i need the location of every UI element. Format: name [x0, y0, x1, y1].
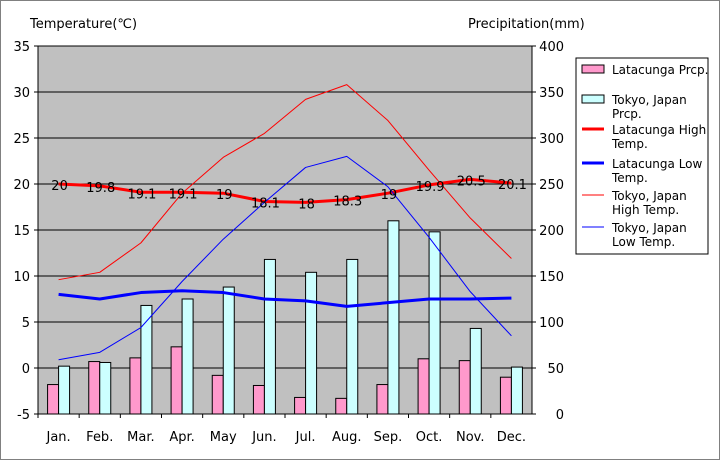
- data-label: 19.8: [86, 181, 115, 196]
- legend-item: Tokyo, Japan High Temp.: [582, 189, 687, 217]
- left-tick-label: 15: [13, 224, 30, 239]
- x-tick-label: Jun.: [251, 430, 276, 445]
- bar: [499, 376, 512, 415]
- bar: [417, 358, 430, 415]
- legend: Latacunga Prcp.Tokyo, Japan Prcp.Latacung…: [575, 57, 709, 255]
- bar: [346, 258, 359, 415]
- bar: [99, 361, 112, 415]
- left-tick-label: 30: [13, 86, 30, 101]
- series-line: [58, 289, 512, 308]
- bar: [211, 374, 224, 415]
- left-tick-label: 0: [22, 362, 30, 377]
- x-tick-label: Oct.: [416, 430, 443, 445]
- left-axis-title: Temperature(℃): [29, 17, 137, 32]
- data-label: 20.5: [457, 174, 486, 189]
- data-labels-layer: 20 19.8 19.1 19.1 19 18.1 18 18.3 19 19.9 20.5 20.1: [51, 174, 527, 212]
- right-tick-label: 50: [547, 362, 564, 377]
- right-tick-label: 100: [539, 316, 564, 331]
- right-tick-label: 400: [539, 40, 564, 55]
- bar: [376, 384, 389, 415]
- bar: [170, 346, 183, 415]
- legend-item: Tokyo, Japan Low Temp.: [582, 221, 687, 249]
- data-label: 18.3: [333, 195, 362, 210]
- legend-item: Latacunga High Temp.: [582, 123, 706, 151]
- bar: [294, 396, 307, 415]
- data-label: 19.9: [416, 180, 445, 195]
- x-tick-label: Jul.: [295, 430, 316, 445]
- x-tick-label: Mar.: [127, 430, 154, 445]
- axes-layer: -505101520253035050100150200250300350400…: [13, 40, 564, 445]
- bar: [252, 384, 265, 415]
- bar: [181, 298, 194, 415]
- legend-label: Latacunga Low Temp.: [611, 157, 703, 185]
- lines-layer: [58, 84, 512, 361]
- legend-label: Tokyo, Japan Low Temp.: [611, 221, 687, 249]
- x-tick-label: Feb.: [86, 430, 113, 445]
- legend-item: Tokyo, Japan Prcp.: [581, 93, 687, 121]
- legend-label: Latacunga Prcp.: [612, 63, 708, 77]
- data-label: 20: [51, 179, 68, 194]
- left-tick-label: 35: [13, 40, 30, 55]
- data-label: 18: [298, 197, 315, 212]
- right-tick-label: 350: [539, 86, 564, 101]
- data-label: 19: [381, 188, 398, 203]
- left-tick-label: 25: [13, 132, 30, 147]
- left-tick-label: 20: [13, 178, 30, 193]
- x-tick-label: Aug.: [332, 430, 362, 445]
- bar: [428, 231, 441, 415]
- left-tick-label: 5: [22, 316, 30, 331]
- right-tick-label: 300: [539, 132, 564, 147]
- series-line: [58, 84, 512, 281]
- series-line: [58, 177, 512, 204]
- bars-layer: [47, 220, 523, 415]
- x-tick-label: Sep.: [374, 430, 403, 445]
- data-label: 19.1: [127, 187, 156, 202]
- right-axis-title: Precipitation(mm): [468, 17, 585, 32]
- bar: [335, 397, 348, 415]
- x-tick-label: Jan.: [45, 430, 70, 445]
- right-tick-label: 150: [539, 270, 564, 285]
- bar: [263, 258, 276, 415]
- bar: [88, 361, 101, 415]
- legend-swatch: [581, 64, 605, 74]
- series-line: [58, 155, 512, 361]
- data-label: 19: [216, 188, 233, 203]
- bar: [458, 360, 471, 415]
- bar: [129, 357, 142, 415]
- bar: [58, 365, 71, 415]
- x-tick-label: Dec.: [497, 430, 526, 445]
- bar: [387, 220, 400, 415]
- legend-item: Latacunga Prcp.: [581, 63, 708, 77]
- bar: [140, 304, 153, 415]
- legend-label: Latacunga High Temp.: [611, 123, 706, 151]
- x-tick-label: Apr.: [169, 430, 194, 445]
- legend-label: Tokyo, Japan High Temp.: [611, 189, 687, 217]
- legend-label: Tokyo, Japan Prcp.: [611, 93, 687, 121]
- right-tick-label: 0: [556, 408, 564, 423]
- data-label: 18.1: [251, 196, 280, 211]
- bar: [305, 271, 318, 415]
- x-tick-label: Nov.: [456, 430, 485, 445]
- bar: [469, 327, 482, 415]
- legend-item: Latacunga Low Temp.: [582, 157, 703, 185]
- legend-box: [575, 57, 709, 255]
- left-tick-label: -5: [17, 408, 30, 423]
- bar: [510, 366, 523, 415]
- bar: [47, 384, 60, 415]
- grid-lines: [38, 45, 532, 415]
- data-label: 19.1: [169, 187, 198, 202]
- data-label: 20.1: [498, 178, 527, 193]
- x-tick-label: May: [210, 430, 237, 445]
- legend-swatch: [581, 94, 605, 104]
- bar: [222, 286, 235, 415]
- right-tick-label: 250: [539, 178, 564, 193]
- right-tick-label: 200: [539, 224, 564, 239]
- left-tick-label: 10: [13, 270, 30, 285]
